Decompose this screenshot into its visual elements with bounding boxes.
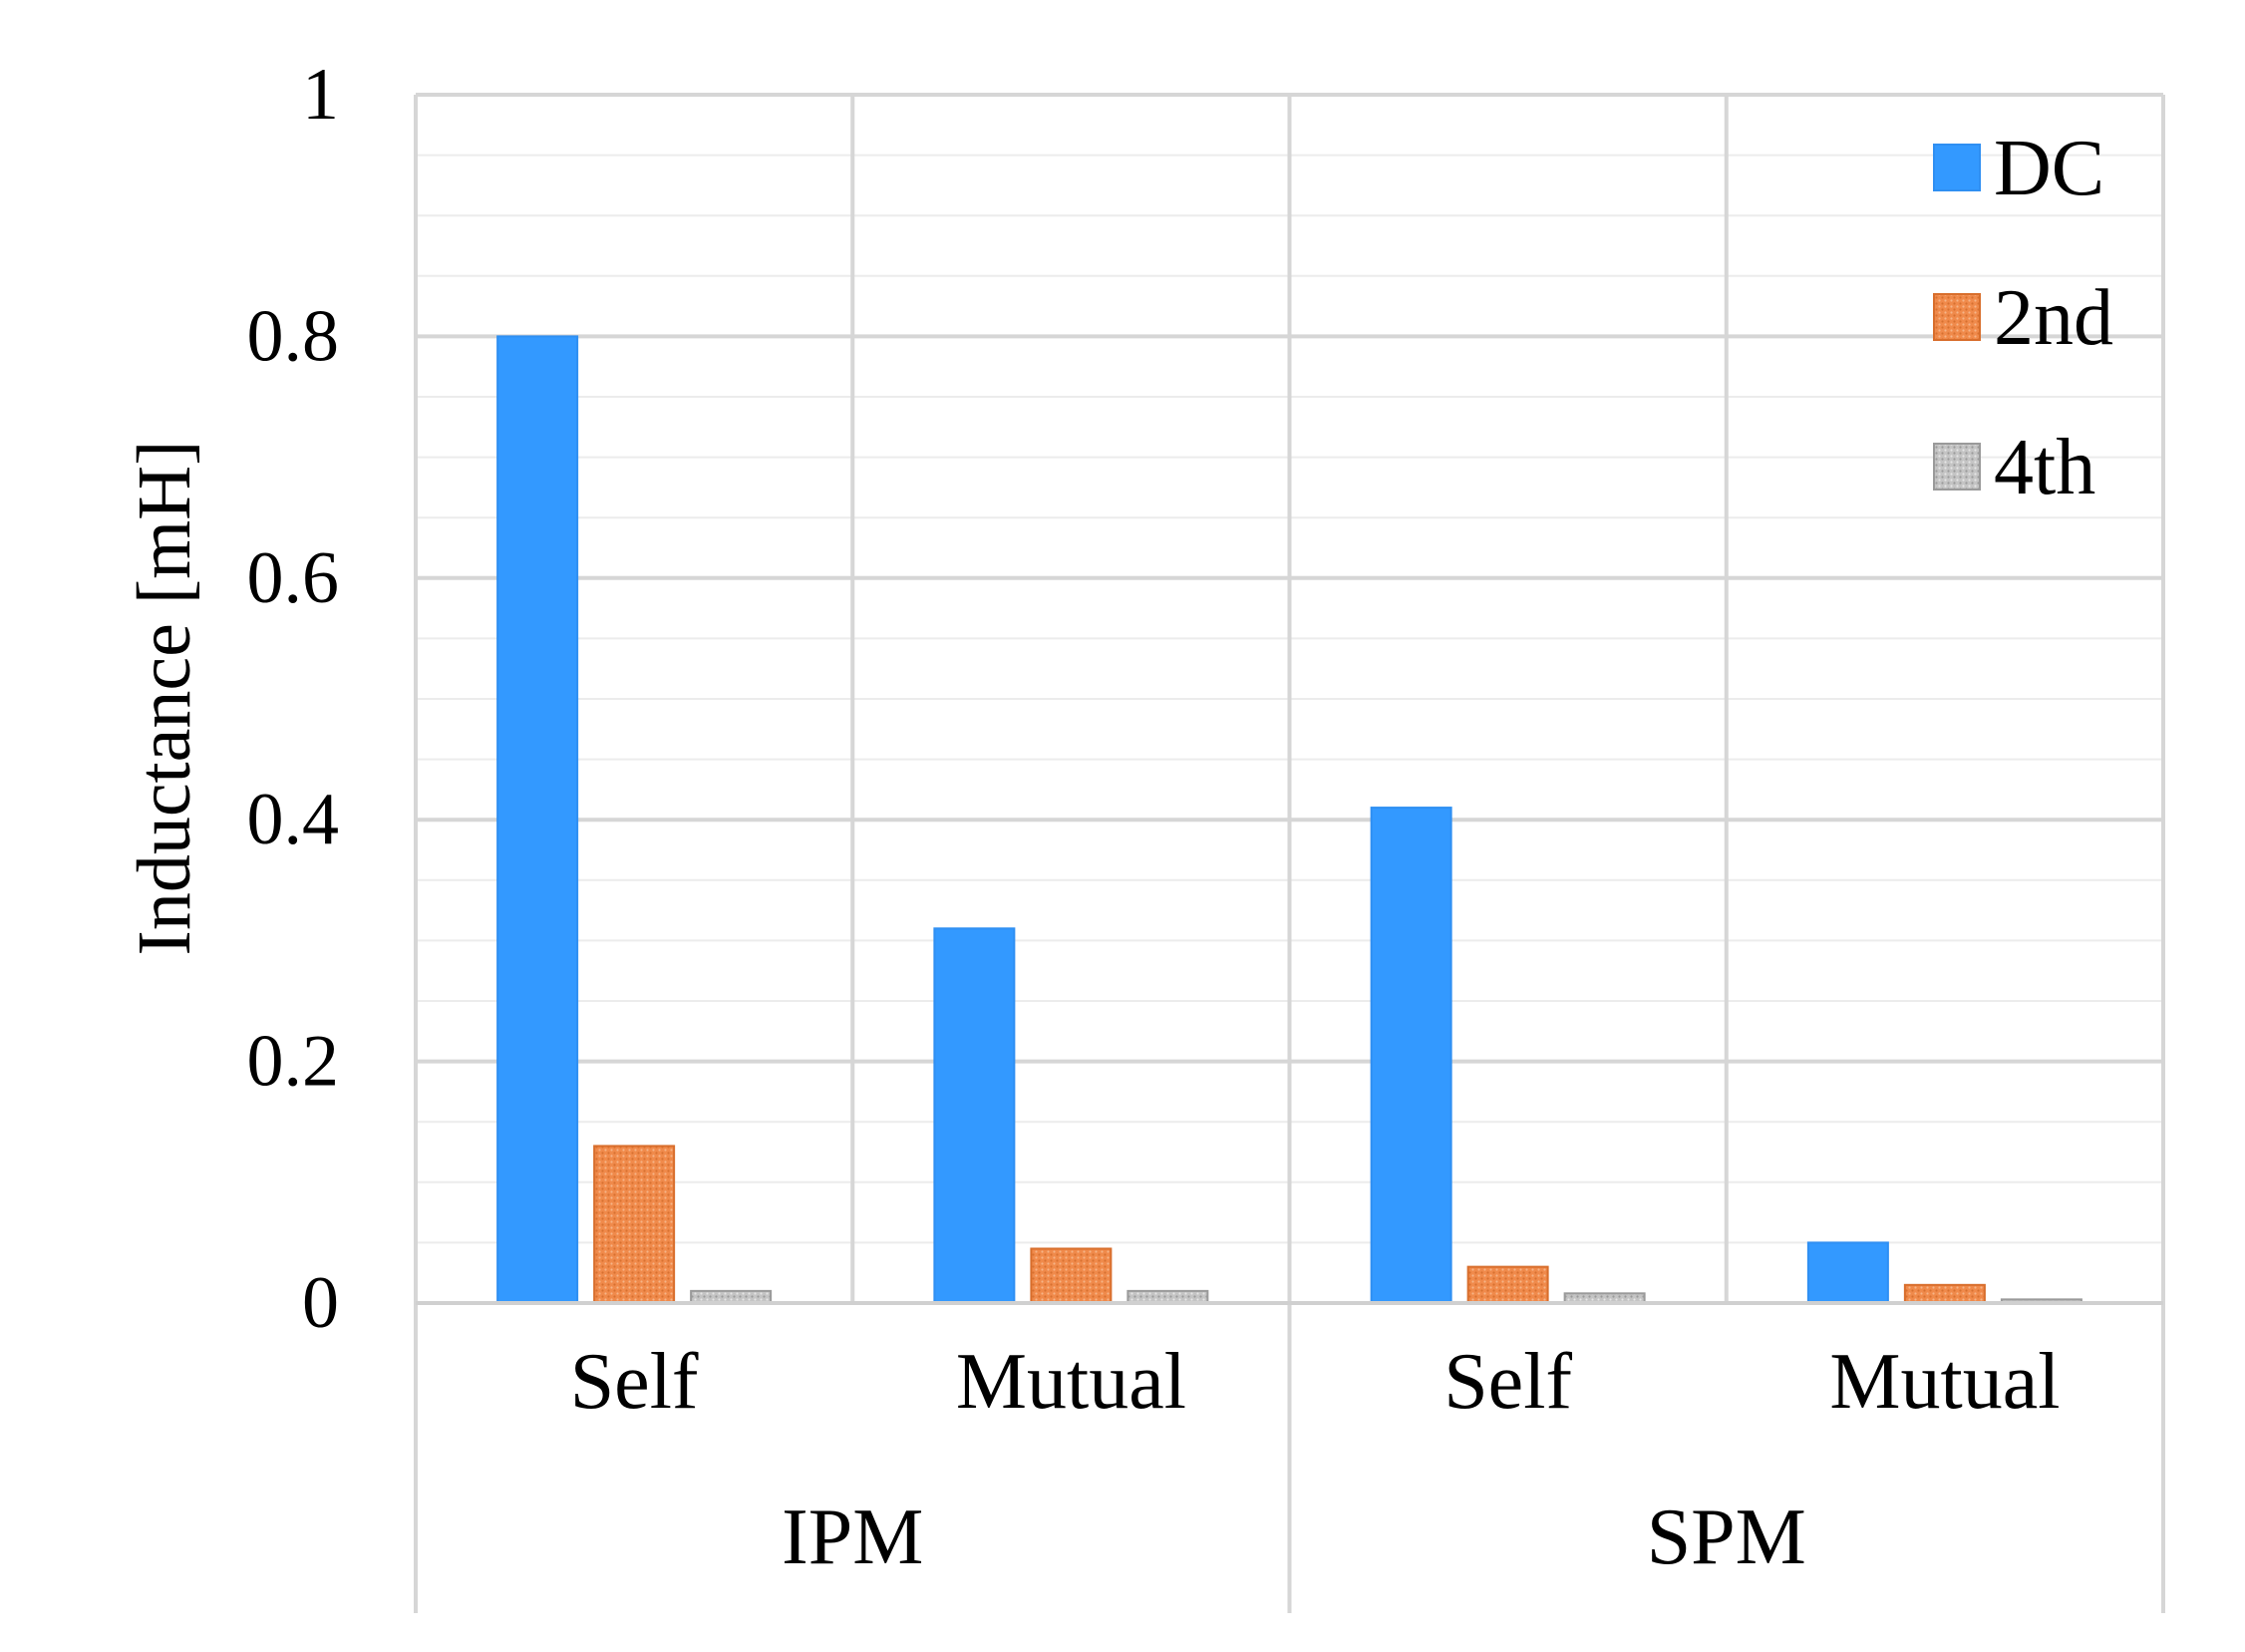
y-tick-label: 0.8	[247, 295, 340, 377]
x-category-label: Self	[1443, 1338, 1572, 1426]
x-category-label: Mutual	[1829, 1338, 2060, 1426]
x-group-label: IPM	[782, 1493, 923, 1581]
bars	[496, 335, 2083, 1305]
bar-dc-self-2	[1370, 807, 1452, 1305]
x-group-label: SPM	[1647, 1493, 1806, 1581]
bar-2nd-self-0	[593, 1145, 676, 1304]
x-category-label: Self	[570, 1338, 699, 1426]
bar-dc-mutual-3	[1806, 1241, 1889, 1305]
grid-lines	[414, 93, 2165, 1613]
y-tick-label: 1	[302, 54, 339, 136]
legend-label-4th: 4th	[1994, 424, 2095, 511]
bar-dc-self-0	[496, 335, 579, 1304]
x-category-label: Mutual	[956, 1338, 1186, 1426]
legend-swatch-dc	[1933, 144, 1981, 191]
bar-2nd-self-2	[1466, 1265, 1549, 1305]
y-tick-label: 0.6	[247, 537, 340, 619]
bar-2nd-mutual-1	[1030, 1247, 1113, 1304]
bar-2nd-mutual-3	[1903, 1283, 1986, 1304]
legend-label-dc: DC	[1994, 125, 2104, 212]
legend: DC 2nd 4th	[1933, 125, 2113, 511]
axis-labels: 0 0.2 0.4 0.6 0.8 1 Self Mutual Self Mutual IPM SPM	[247, 54, 2061, 1581]
legend-label-2nd: 2nd	[1994, 274, 2113, 362]
y-tick-label: 0.4	[247, 779, 340, 860]
legend-swatch-4th	[1933, 443, 1981, 491]
legend-swatch-2nd	[1933, 293, 1981, 341]
y-tick-label: 0	[302, 1262, 339, 1344]
y-axis-title: Inductance [mH]	[123, 441, 206, 956]
y-tick-label: 0.2	[247, 1021, 340, 1103]
bar-dc-mutual-1	[933, 927, 1016, 1305]
